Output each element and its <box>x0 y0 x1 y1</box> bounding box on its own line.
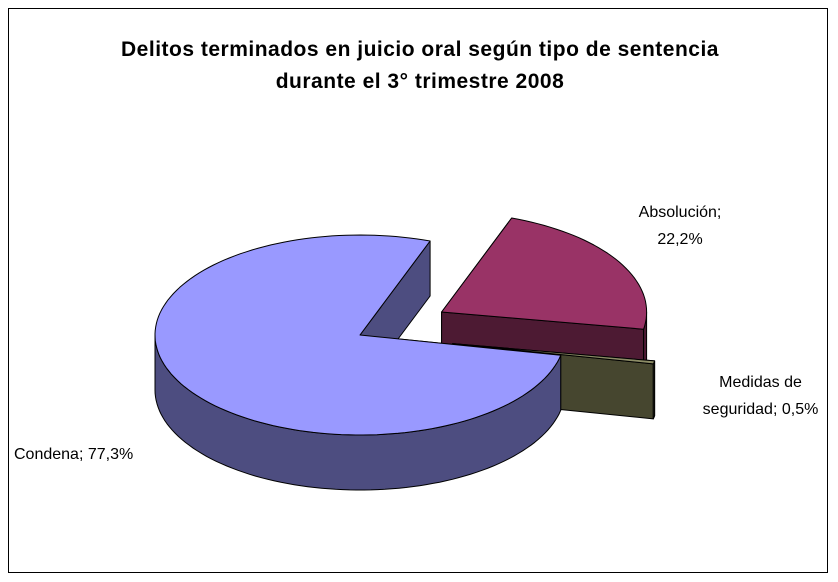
data-label: Absolución; 22,2% <box>620 199 740 253</box>
slice-wall <box>652 360 656 420</box>
label-category: Condena; <box>14 446 84 463</box>
data-label: Medidas de seguridad; 0,5% <box>688 369 833 423</box>
slice <box>441 217 648 330</box>
slice <box>452 343 656 365</box>
label-value: 22,2% <box>657 231 703 248</box>
label-category: Absolución; <box>638 204 722 221</box>
chart-frame <box>8 8 828 573</box>
label-category: Medidas de seguridad; <box>702 374 802 418</box>
label-value: 0,5% <box>781 401 819 418</box>
chart-title: Delitos terminados en juicio oral según … <box>121 38 719 93</box>
slice <box>154 234 562 436</box>
data-label: Condena; 77,3% <box>14 441 133 468</box>
label-value: 77,3% <box>87 446 134 463</box>
